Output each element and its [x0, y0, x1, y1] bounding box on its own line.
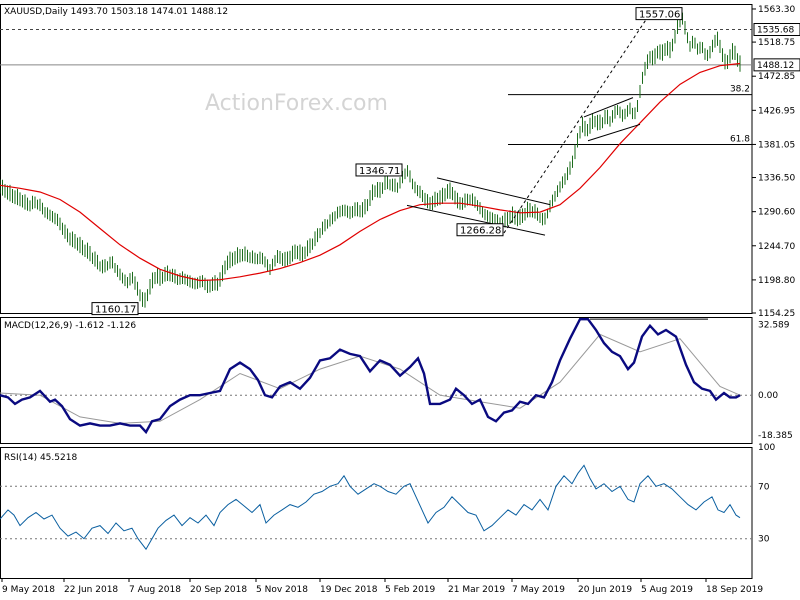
macd-y-tick-label: -18.385 — [758, 431, 793, 441]
macd-header: MACD(12,26,9) -1.612 -1.126 — [4, 321, 136, 331]
trend-line — [503, 13, 651, 234]
x-tick-label: 22 Jun 2018 — [64, 585, 118, 595]
x-tick-label: 5 Feb 2019 — [385, 585, 436, 595]
x-tick-label: 19 Dec 2018 — [320, 585, 378, 595]
macd-line — [0, 318, 741, 435]
panel-frame-0 — [0, 4, 753, 314]
y-tick-label: 1336.50 — [758, 174, 795, 184]
x-tick-label: 5 Nov 2018 — [256, 585, 308, 595]
x-tick-label: 7 Aug 2018 — [129, 585, 181, 595]
trend-line — [587, 123, 641, 142]
callout-box-1346.71 — [355, 163, 403, 177]
callout-text: 1160.17 — [95, 305, 136, 316]
price-series — [0, 12, 741, 308]
trend-line — [583, 97, 634, 118]
y-tick-label: 1381.05 — [758, 140, 795, 150]
panel-frame-1 — [0, 317, 753, 444]
y-tick-label: 1244.70 — [758, 242, 795, 252]
panel-frame-2 — [0, 447, 753, 579]
fib-label: 61.8 — [730, 134, 750, 144]
callout-box-1557.06 — [635, 7, 683, 21]
x-tick-label: 20 Sep 2018 — [190, 585, 247, 595]
macd-y-tick-label: 0.00 — [758, 391, 778, 401]
trend-line — [436, 177, 551, 206]
level-tag-1488.12 — [753, 58, 800, 72]
rsi-y-tick-label: 100 — [758, 443, 775, 453]
macd-y-tick-label: 32.589 — [758, 320, 790, 330]
chart-header: XAUUSD,Daily 1493.70 1503.18 1474.01 148… — [4, 7, 228, 17]
x-tick-label: 18 Sep 2019 — [706, 585, 763, 595]
trend-line — [406, 204, 546, 236]
x-tick-label: 5 Aug 2019 — [641, 585, 693, 595]
callout-box-1160.17 — [91, 302, 139, 316]
fib-label: 38.2 — [730, 85, 750, 95]
y-tick-label: 1198.80 — [758, 276, 795, 286]
y-tick-label: 1426.95 — [758, 106, 795, 116]
rsi-header: RSI(14) 45.5218 — [4, 453, 77, 463]
x-tick-label: 21 Mar 2019 — [448, 585, 505, 595]
level-tag-text: 1535.68 — [757, 26, 794, 36]
level-tag-1535.68 — [753, 23, 800, 37]
rsi-line — [0, 464, 741, 551]
callout-text: 1266.28 — [460, 226, 501, 237]
x-tick-label: 20 Jun 2019 — [578, 585, 632, 595]
y-tick-label: 1472.85 — [758, 72, 795, 82]
y-tick-label: 1290.60 — [758, 208, 795, 218]
macd-signal-line — [0, 333, 741, 424]
callout-text: 1557.06 — [639, 10, 680, 21]
x-tick-label: 7 May 2019 — [512, 585, 565, 595]
moving-average-line — [0, 62, 741, 282]
watermark: ActionForex.com — [205, 91, 388, 116]
level-tag-text: 1488.12 — [757, 61, 794, 71]
y-tick-label: 1154.25 — [758, 309, 795, 319]
x-tick-label: 9 May 2018 — [2, 585, 55, 595]
rsi-y-tick-label: 70 — [758, 482, 770, 492]
y-tick-label: 1518.75 — [758, 38, 795, 48]
y-tick-label: 1563.30 — [758, 5, 795, 15]
rsi-y-tick-label: 30 — [758, 535, 770, 545]
callout-text: 1346.71 — [359, 166, 400, 177]
callout-box-1266.28 — [456, 223, 504, 237]
